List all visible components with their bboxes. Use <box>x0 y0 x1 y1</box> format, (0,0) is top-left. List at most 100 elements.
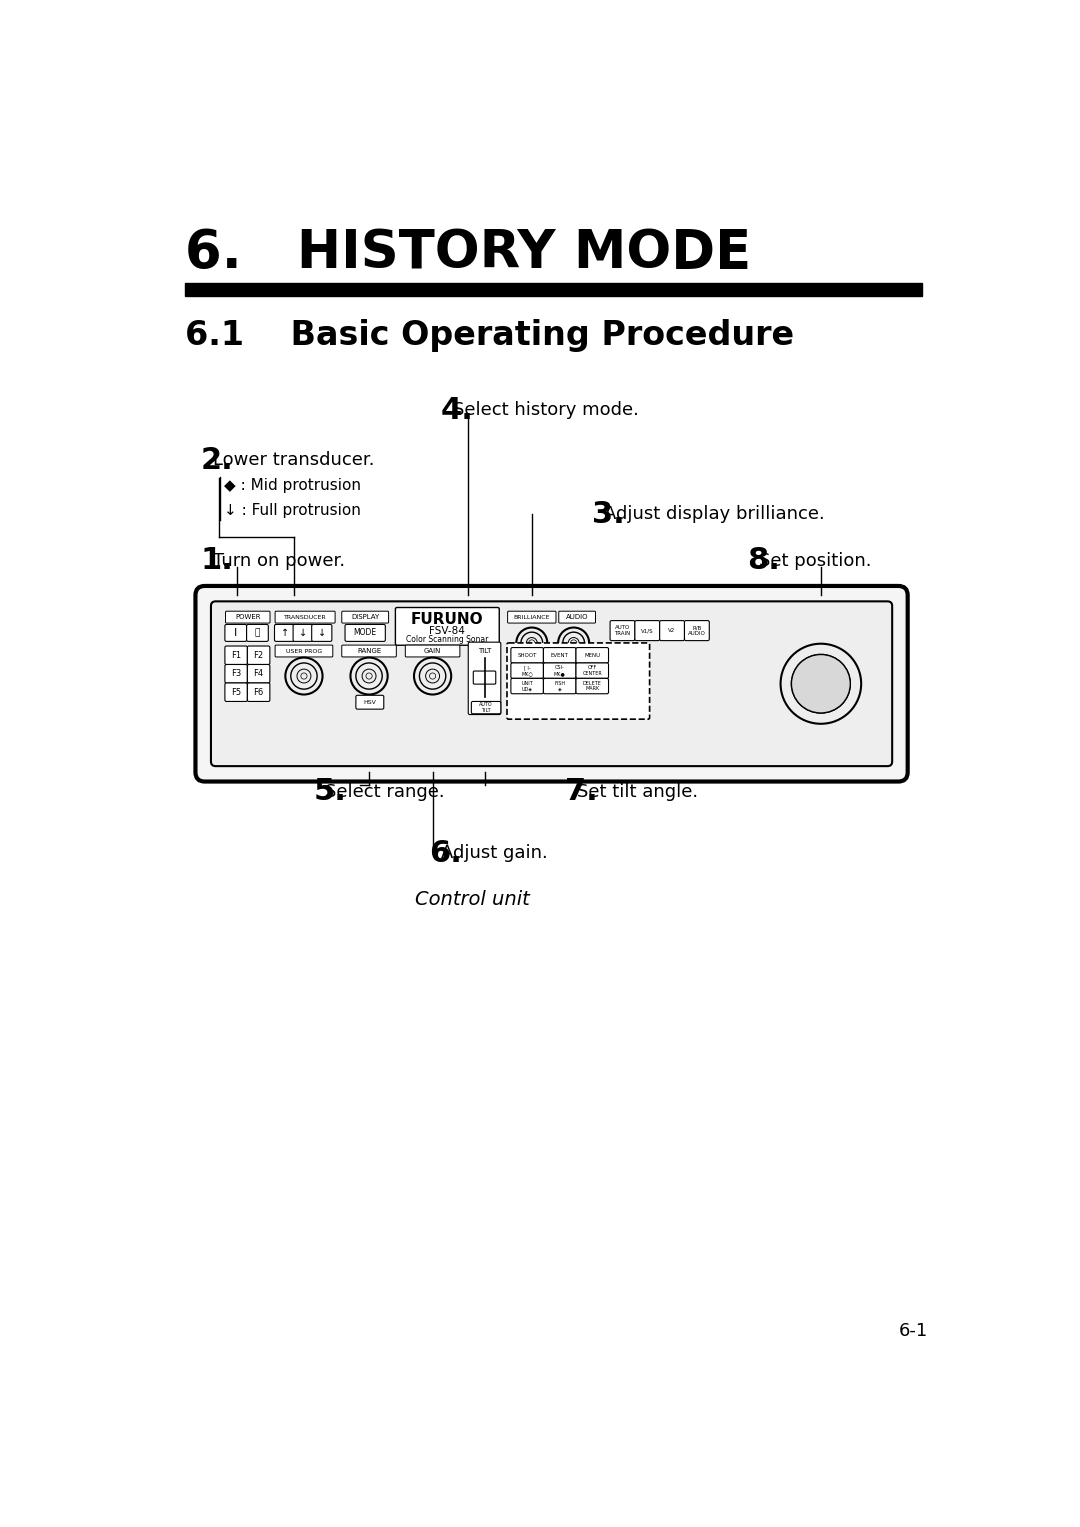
Text: TILT: TILT <box>477 647 491 654</box>
FancyBboxPatch shape <box>246 625 268 641</box>
FancyBboxPatch shape <box>471 701 501 713</box>
Text: F5: F5 <box>231 687 241 696</box>
FancyBboxPatch shape <box>473 670 496 684</box>
Text: DELETE
MARK: DELETE MARK <box>583 681 602 692</box>
FancyBboxPatch shape <box>685 620 710 641</box>
Text: EVENT: EVENT <box>551 652 569 658</box>
Text: DISPLAY: DISPLAY <box>351 614 379 620</box>
FancyBboxPatch shape <box>225 683 247 701</box>
FancyBboxPatch shape <box>345 625 386 641</box>
Text: 6-1: 6-1 <box>900 1321 929 1339</box>
Text: 7.: 7. <box>565 777 598 806</box>
FancyBboxPatch shape <box>511 663 543 678</box>
Bar <box>186 284 921 296</box>
Text: R/B
AUDIO: R/B AUDIO <box>688 625 706 637</box>
Text: ↓ : Full protrusion: ↓ : Full protrusion <box>225 502 361 518</box>
FancyBboxPatch shape <box>274 625 295 641</box>
Text: Adjust gain.: Adjust gain. <box>442 844 549 863</box>
Text: FSV-84: FSV-84 <box>430 626 465 637</box>
FancyBboxPatch shape <box>543 678 576 693</box>
Text: CSI-
MK●: CSI- MK● <box>554 666 566 676</box>
Text: ↓: ↓ <box>318 628 326 638</box>
Text: Turn on power.: Turn on power. <box>213 551 345 570</box>
Text: FISH
◈: FISH ◈ <box>554 681 565 692</box>
Text: 3.: 3. <box>592 499 625 528</box>
Text: Adjust display brilliance.: Adjust display brilliance. <box>604 505 825 524</box>
Text: AUTO
TILT: AUTO TILT <box>480 702 492 713</box>
Text: ↑: ↑ <box>281 628 288 638</box>
FancyBboxPatch shape <box>356 695 383 709</box>
FancyBboxPatch shape <box>543 663 576 678</box>
FancyBboxPatch shape <box>405 644 460 657</box>
Text: F1: F1 <box>231 651 241 660</box>
FancyBboxPatch shape <box>275 611 335 623</box>
FancyBboxPatch shape <box>247 646 270 664</box>
Text: AUDIO: AUDIO <box>566 614 589 620</box>
FancyBboxPatch shape <box>469 643 501 715</box>
FancyBboxPatch shape <box>247 683 270 701</box>
Text: Color Scanning Sonar: Color Scanning Sonar <box>406 635 488 643</box>
FancyBboxPatch shape <box>341 644 396 657</box>
Text: Select range.: Select range. <box>325 782 445 800</box>
Text: AUTO
TRAIN: AUTO TRAIN <box>615 625 631 637</box>
Text: ⏻: ⏻ <box>255 629 260 637</box>
Text: MENU: MENU <box>584 652 600 658</box>
FancyBboxPatch shape <box>341 611 389 623</box>
FancyBboxPatch shape <box>511 678 543 693</box>
Circle shape <box>792 655 850 713</box>
Text: FURUNO: FURUNO <box>411 612 484 628</box>
FancyBboxPatch shape <box>660 620 685 641</box>
Text: 6.   HISTORY MODE: 6. HISTORY MODE <box>186 228 752 279</box>
Text: 2.: 2. <box>201 446 233 475</box>
FancyBboxPatch shape <box>635 620 660 641</box>
FancyBboxPatch shape <box>610 620 635 641</box>
FancyBboxPatch shape <box>211 602 892 767</box>
Text: 1.: 1. <box>201 547 233 576</box>
Text: Control unit: Control unit <box>415 890 529 909</box>
Text: F2: F2 <box>254 651 264 660</box>
Text: 8.: 8. <box>747 547 780 576</box>
Text: 6.1    Basic Operating Procedure: 6.1 Basic Operating Procedure <box>186 319 795 351</box>
Text: I: I <box>234 628 238 638</box>
FancyBboxPatch shape <box>395 608 499 646</box>
Text: MODE: MODE <box>353 629 377 637</box>
Text: UNIT
UD◈: UNIT UD◈ <box>522 681 534 692</box>
Text: Lower transducer.: Lower transducer. <box>213 452 375 469</box>
FancyBboxPatch shape <box>225 664 247 683</box>
Text: SHOOT: SHOOT <box>517 652 537 658</box>
FancyBboxPatch shape <box>247 664 270 683</box>
Text: POWER: POWER <box>235 614 260 620</box>
Text: Select history mode.: Select history mode. <box>454 402 639 420</box>
Text: V1/S: V1/S <box>640 628 653 634</box>
Text: V2: V2 <box>669 628 676 634</box>
Text: 4.: 4. <box>441 395 474 425</box>
Text: ◆ : Mid protrusion: ◆ : Mid protrusion <box>225 478 361 493</box>
Text: ↓: ↓ <box>299 628 307 638</box>
FancyBboxPatch shape <box>576 663 608 678</box>
FancyBboxPatch shape <box>195 586 907 782</box>
FancyBboxPatch shape <box>508 611 556 623</box>
FancyBboxPatch shape <box>511 647 543 663</box>
Text: F6: F6 <box>254 687 264 696</box>
FancyBboxPatch shape <box>225 625 246 641</box>
FancyBboxPatch shape <box>312 625 332 641</box>
Text: Set tilt angle.: Set tilt angle. <box>577 782 698 800</box>
FancyBboxPatch shape <box>576 678 608 693</box>
FancyBboxPatch shape <box>543 647 576 663</box>
Text: 6.: 6. <box>430 838 462 867</box>
Text: 5.: 5. <box>313 777 346 806</box>
Text: [ I-
MK○: [ I- MK○ <box>522 666 534 676</box>
FancyBboxPatch shape <box>558 611 595 623</box>
Text: HSV: HSV <box>363 699 376 705</box>
Text: F4: F4 <box>254 669 264 678</box>
Text: OFF
CENTER: OFF CENTER <box>582 666 603 676</box>
FancyBboxPatch shape <box>226 611 270 623</box>
Text: BRILLIANCE: BRILLIANCE <box>514 615 550 620</box>
FancyBboxPatch shape <box>275 644 333 657</box>
FancyBboxPatch shape <box>225 646 247 664</box>
Text: TRANSDUCER: TRANSDUCER <box>284 615 326 620</box>
Text: Set position.: Set position. <box>759 551 872 570</box>
Text: USER PROG: USER PROG <box>286 649 322 654</box>
FancyBboxPatch shape <box>293 625 313 641</box>
Text: RANGE: RANGE <box>356 647 381 654</box>
